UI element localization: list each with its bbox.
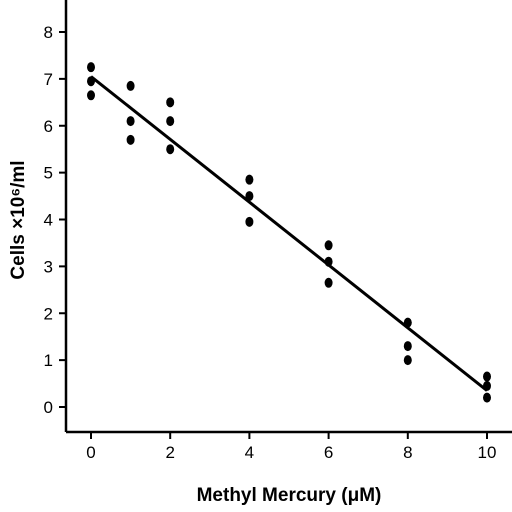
data-point [245,216,254,227]
data-point [403,341,412,352]
y-axis-title: Cells ×10⁶/ml [8,160,29,279]
data-point [403,355,412,366]
data-point [324,277,333,288]
y-tick-label: 0 [44,398,53,417]
y-tick-label: 8 [44,23,53,42]
data-point [324,256,333,267]
x-tick-label: 2 [165,443,174,462]
data-point [483,380,491,391]
x-tick-label: 8 [403,443,412,462]
axes [64,0,512,434]
data-point [126,80,135,91]
y-tick-label: 2 [44,304,53,323]
x-tick-label: 10 [478,443,497,462]
data-point [87,76,95,87]
x-tick-label: 4 [245,443,254,462]
x-ticks: 0 2 4 6 8 10 [86,432,496,462]
data-point [166,116,175,127]
data-point [245,191,254,202]
data-point [87,90,95,101]
data-point [324,240,333,251]
y-tick-label: 1 [44,351,53,370]
trend-line-group [90,75,488,392]
y-tick-label: 7 [44,70,53,89]
y-tick-label: 6 [44,117,53,136]
y-tick-label: 3 [44,257,53,276]
y-tick-label: 5 [44,164,53,183]
data-point [126,134,135,145]
data-point [126,116,135,127]
y-tick-label: 4 [44,211,53,230]
data-point [166,97,175,108]
trend-line [90,75,488,392]
x-tick-label: 6 [324,443,333,462]
data-point [483,392,491,403]
x-tick-label: 0 [86,443,95,462]
data-point [403,317,412,328]
data-points [87,62,491,403]
data-point [483,371,491,382]
x-axis-title: Methyl Mercury (μM) [197,485,382,506]
data-point [245,174,254,185]
y-ticks: 0 1 2 3 4 5 6 7 8 [44,23,66,417]
data-point [87,62,95,73]
data-point [166,144,175,155]
